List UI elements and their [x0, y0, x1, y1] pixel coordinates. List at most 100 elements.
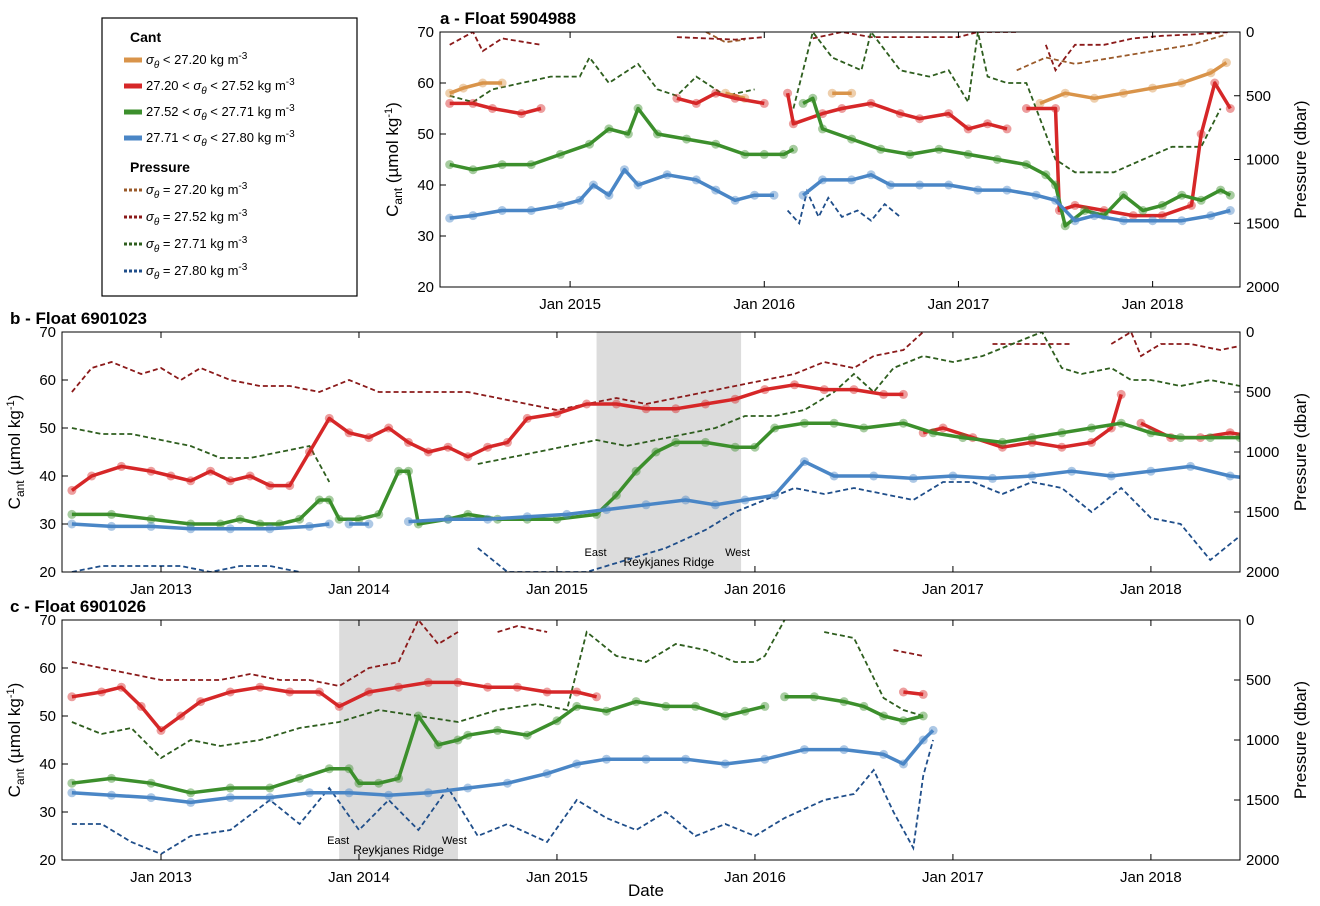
y-tick-label: 40: [39, 756, 56, 773]
legend-cant-label: 27.71 < σθ < 27.80 kg m-3: [146, 129, 295, 149]
pressure-line: [477, 481, 1240, 572]
pressure-line: [71, 427, 331, 483]
pressure-line: [812, 32, 1017, 40]
pressure-line: [477, 332, 1240, 465]
y2-axis-label: Pressure (dbar): [1291, 100, 1310, 218]
cant-point: [918, 689, 928, 699]
legend-box: [101, 17, 358, 297]
panel-title: c - Float 6901026: [10, 597, 146, 616]
cant-line: [71, 522, 330, 531]
legend-pressure-heading: Pressure: [130, 159, 190, 175]
cant-line: [785, 92, 1008, 131]
y2-tick-label: 500: [1246, 384, 1271, 401]
cant-point: [344, 519, 354, 529]
cant-line: [1039, 61, 1228, 106]
legend-pressure-items: σθ = 27.20 kg m-3 σθ = 27.52 kg m-3 σθ = 2…: [124, 181, 248, 282]
y2-tick-label: 0: [1246, 24, 1254, 41]
pressure-line: [705, 32, 746, 44]
pressure-line: [1016, 33, 1227, 72]
cant-line: [922, 393, 1123, 449]
pressure-line: [71, 565, 300, 572]
pressure-line: [71, 332, 924, 411]
pressure-line: [1110, 332, 1240, 358]
cant-line: [408, 459, 1240, 524]
cant-point: [67, 788, 77, 798]
legend-pressure-label: σθ = 27.71 kg m-3: [146, 235, 248, 255]
pressure-line: [449, 32, 542, 53]
x-tick-label: Jan 2017: [928, 296, 990, 313]
y2-tick-label: 1500: [1246, 504, 1279, 521]
cant-line: [724, 91, 746, 100]
y-tick-label: 30: [39, 804, 56, 821]
y-tick-label: 30: [39, 516, 56, 533]
y-tick-label: 70: [39, 324, 56, 341]
y-axis-label: Cant (µmol kg-1): [383, 102, 405, 217]
cant-point: [1315, 428, 1320, 437]
y-tick-label: 50: [39, 420, 56, 437]
x-tick-label: Jan 2014: [328, 581, 390, 598]
x-tick-label: Jan 2013: [130, 581, 192, 598]
pressure-line: [1044, 32, 1231, 73]
annotation-ridge: Reykjanes Ridge: [353, 843, 444, 857]
y2-tick-label: 1000: [1246, 152, 1279, 169]
cant-line: [71, 421, 1240, 526]
pressure-line: [786, 188, 901, 226]
y2-axis-label: Pressure (dbar): [1291, 393, 1310, 511]
x-tick-label: Jan 2018: [1120, 869, 1182, 886]
cant-point: [898, 389, 908, 399]
panel-title: a - Float 5904988: [440, 9, 576, 28]
legend-pressure-label: σθ = 27.80 kg m-3: [146, 262, 248, 282]
legend-cant-label: 27.52 < σθ < 27.71 kg m-3: [146, 103, 295, 123]
x-tick-label: Jan 2015: [526, 869, 588, 886]
annotation-east: East: [327, 835, 349, 847]
y2-tick-label: 2000: [1246, 279, 1279, 296]
cant-line: [449, 106, 795, 172]
y-tick-label: 20: [39, 852, 56, 869]
plot-frame: [439, 31, 1241, 288]
x-tick-label: Jan 2018: [1122, 296, 1184, 313]
pressure-line: [824, 631, 924, 717]
cant-point: [1265, 476, 1274, 485]
annotation-west: West: [725, 547, 750, 559]
cant-line: [903, 690, 924, 697]
cant-line: [71, 729, 935, 805]
reykjanes-ridge-band: [596, 332, 742, 572]
cant-line: [71, 699, 766, 795]
y-tick-label: 50: [39, 708, 56, 725]
x-tick-label: Jan 2016: [724, 581, 786, 598]
legend-cant-items: σθ < 27.20 kg m-3 27.20 < σθ < 27.52 kg m…: [124, 51, 295, 149]
y2-tick-label: 2000: [1246, 564, 1279, 581]
legend-pressure-label: σθ = 27.20 kg m-3: [146, 181, 248, 201]
plot-frame: [61, 619, 1241, 861]
pressure-line: [497, 625, 548, 633]
cant-point: [67, 509, 77, 519]
y2-tick-label: 0: [1246, 612, 1254, 629]
pressure-line: [71, 620, 786, 760]
panel-data: [67, 620, 938, 856]
x-tick-label: Jan 2017: [922, 581, 984, 598]
panel-b: East West Reykjanes Ridge Jan 2013 Jan 2014 J…: [5, 309, 1320, 598]
y-tick-label: 50: [417, 126, 434, 143]
y2-axis-label: Pressure (dbar): [1291, 681, 1310, 799]
cant-line: [449, 167, 774, 220]
legend-cant-heading: Cant: [130, 29, 161, 45]
y-tick-label: 40: [417, 177, 434, 194]
cant-point: [403, 517, 413, 527]
y-tick-label: 60: [39, 660, 56, 677]
cant-line: [449, 81, 503, 95]
chart-panels: Jan 2015 Jan 2016 Jan 2017 Jan 2018 20 30 40 50…: [5, 9, 1320, 886]
x-tick-label: Jan 2015: [539, 296, 601, 313]
cant-line: [449, 101, 542, 116]
cant-line: [802, 96, 1232, 228]
pressure-line: [792, 32, 1222, 174]
y2-tick-label: 500: [1246, 672, 1271, 689]
y-tick-label: 20: [417, 279, 434, 296]
pressure-line: [449, 55, 755, 104]
y-tick-label: 70: [39, 612, 56, 629]
y2-tick-label: 2000: [1246, 852, 1279, 869]
y2-tick-label: 500: [1246, 88, 1271, 105]
panel-data: [445, 32, 1235, 231]
panel-data: [67, 332, 1320, 572]
y2-tick-label: 1500: [1246, 792, 1279, 809]
